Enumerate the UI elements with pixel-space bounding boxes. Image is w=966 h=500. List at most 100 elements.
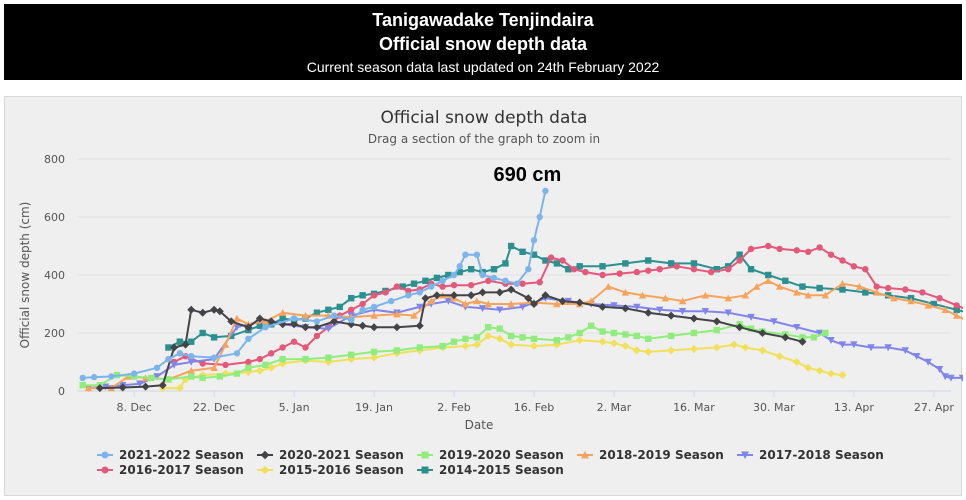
series-2021-2022[interactable] [79, 187, 549, 382]
data-point [958, 374, 963, 382]
data-point [747, 313, 755, 321]
latest-depth-annotation: 690 cm [493, 164, 561, 186]
data-point [599, 271, 606, 279]
x-tick-label: 27. Apr [914, 401, 954, 414]
data-point [907, 297, 915, 305]
data-point [222, 361, 229, 369]
data-point [439, 342, 446, 350]
data-point [610, 329, 618, 337]
data-point [245, 335, 252, 342]
legend-item[interactable]: 2017-2018 Season [737, 448, 884, 462]
data-point [279, 315, 286, 322]
data-point [432, 291, 441, 300]
data-point [422, 277, 429, 284]
legend-item[interactable]: 2021-2022 Season [97, 448, 244, 462]
data-point [622, 331, 629, 338]
x-tick-label: 16. Mar [673, 401, 715, 414]
data-point [279, 355, 286, 363]
legend-swatch-marker [101, 451, 109, 459]
data-point [507, 285, 516, 294]
data-point [301, 323, 310, 332]
data-point [712, 343, 721, 352]
data-point [439, 277, 446, 284]
data-point [930, 300, 938, 308]
data-point [645, 257, 652, 264]
x-tick-label: 2. Mar [597, 401, 632, 414]
data-point [747, 266, 755, 273]
series-2015-2016[interactable] [158, 331, 847, 393]
series-2020-2021[interactable] [95, 285, 807, 393]
data-point [541, 291, 550, 300]
data-point [387, 297, 395, 305]
legend-item[interactable]: 2016-2017 Season [97, 463, 244, 477]
data-point [347, 320, 356, 329]
data-point [873, 283, 880, 290]
data-point [519, 280, 526, 287]
data-point [598, 337, 607, 346]
data-point [415, 321, 424, 330]
data-point [118, 383, 127, 392]
data-point [793, 247, 800, 254]
data-point [633, 268, 641, 276]
legend-item[interactable]: 2014-2015 Season [417, 463, 564, 477]
data-point [810, 334, 818, 341]
data-point [901, 347, 910, 355]
data-point [804, 363, 813, 372]
data-point [667, 346, 676, 355]
data-point [325, 306, 332, 313]
chart-title: Official snow depth data [381, 108, 588, 128]
data-point [838, 371, 847, 380]
legend-item[interactable]: 2020-2021 Season [257, 448, 404, 462]
data-point [456, 263, 463, 270]
data-point [370, 303, 378, 311]
data-point [507, 332, 515, 340]
data-point [255, 314, 264, 323]
data-point [370, 353, 379, 362]
data-point [256, 322, 263, 329]
data-point [890, 294, 898, 302]
data-point [216, 373, 224, 380]
data-point [735, 323, 744, 332]
chart-panel[interactable]: Official snow depth data Drag a section … [4, 96, 963, 497]
data-point [924, 358, 932, 366]
legend-swatch-marker [260, 450, 270, 460]
y-tick-label: 200 [44, 327, 65, 340]
data-point [490, 266, 498, 273]
data-point [313, 318, 321, 325]
y-tick-label: 400 [44, 269, 65, 282]
data-point [347, 316, 355, 324]
data-point [199, 329, 206, 337]
data-point [621, 342, 630, 351]
series-line [88, 279, 963, 390]
snow-depth-chart[interactable]: Official snow depth data Drag a section … [5, 97, 963, 497]
data-point [902, 286, 909, 293]
data-point [170, 361, 178, 369]
data-point [678, 297, 687, 305]
data-point [399, 283, 406, 290]
y-axis-title: Official snow depth (cm) [18, 202, 32, 349]
x-tick-label: 2. Feb [437, 401, 470, 414]
data-point [530, 251, 538, 258]
data-point [393, 310, 401, 318]
data-point [816, 284, 823, 292]
data-point [84, 384, 93, 392]
data-point [359, 300, 366, 308]
data-point [884, 344, 892, 352]
data-point [645, 335, 652, 342]
legend-item[interactable]: 2015-2016 Season [257, 463, 404, 477]
data-point [839, 286, 846, 293]
legend-item[interactable]: 2018-2019 Season [577, 448, 724, 462]
data-point [467, 291, 476, 300]
data-point [644, 347, 653, 356]
data-point [158, 381, 167, 390]
legend-item[interactable]: 2019-2020 Season [417, 448, 564, 462]
data-point [599, 328, 606, 335]
data-point [701, 308, 710, 315]
series-2016-2017[interactable] [170, 242, 963, 369]
data-point [799, 334, 806, 341]
data-point [621, 288, 630, 296]
data-point [638, 291, 647, 299]
data-point [450, 281, 458, 289]
data-point [804, 291, 812, 299]
data-point [553, 300, 561, 308]
